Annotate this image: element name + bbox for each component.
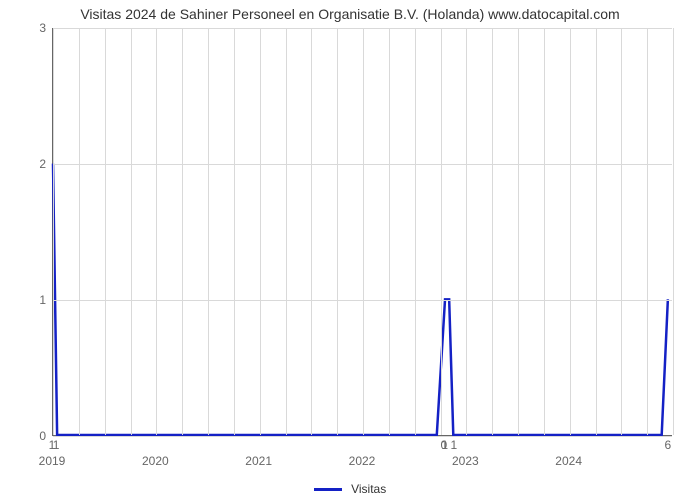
gridline-h	[53, 436, 672, 437]
gridline-h	[53, 300, 672, 301]
gridline-v	[596, 28, 597, 435]
legend-label: Visitas	[351, 482, 386, 496]
gridline-v	[79, 28, 80, 435]
gridline-v	[466, 28, 467, 435]
gridline-v	[156, 28, 157, 435]
gridline-v	[647, 28, 648, 435]
gridline-v	[260, 28, 261, 435]
gridline-v	[363, 28, 364, 435]
gridline-v	[570, 28, 571, 435]
y-tick-label: 0	[6, 429, 46, 443]
plot-area	[52, 28, 672, 436]
x-tick-label: 2021	[245, 454, 272, 468]
gridline-v	[311, 28, 312, 435]
gridline-v	[673, 28, 674, 435]
gridline-v	[182, 28, 183, 435]
gridline-v	[441, 28, 442, 435]
gridline-v	[621, 28, 622, 435]
x-tick-label: 2022	[349, 454, 376, 468]
chart-title: Visitas 2024 de Sahiner Personeel en Org…	[0, 6, 700, 22]
x-tick-label: 2020	[142, 454, 169, 468]
x-tick-label: 2019	[39, 454, 66, 468]
gridline-v	[208, 28, 209, 435]
gridline-v	[131, 28, 132, 435]
x-tick-label: 2024	[555, 454, 582, 468]
point-label: 1	[53, 438, 60, 452]
gridline-v	[286, 28, 287, 435]
point-label: 0 1	[440, 438, 457, 452]
gridline-v	[337, 28, 338, 435]
y-tick-label: 1	[6, 293, 46, 307]
x-tick-label: 2023	[452, 454, 479, 468]
gridline-v	[234, 28, 235, 435]
gridline-v	[53, 28, 54, 435]
gridline-v	[544, 28, 545, 435]
point-label: 6	[665, 438, 672, 452]
y-tick-label: 2	[6, 157, 46, 171]
gridline-v	[389, 28, 390, 435]
gridline-v	[492, 28, 493, 435]
gridline-h	[53, 28, 672, 29]
legend-swatch	[314, 488, 342, 491]
y-tick-label: 3	[6, 21, 46, 35]
gridline-v	[105, 28, 106, 435]
legend: Visitas	[0, 482, 700, 496]
gridline-v	[415, 28, 416, 435]
gridline-h	[53, 164, 672, 165]
gridline-v	[518, 28, 519, 435]
